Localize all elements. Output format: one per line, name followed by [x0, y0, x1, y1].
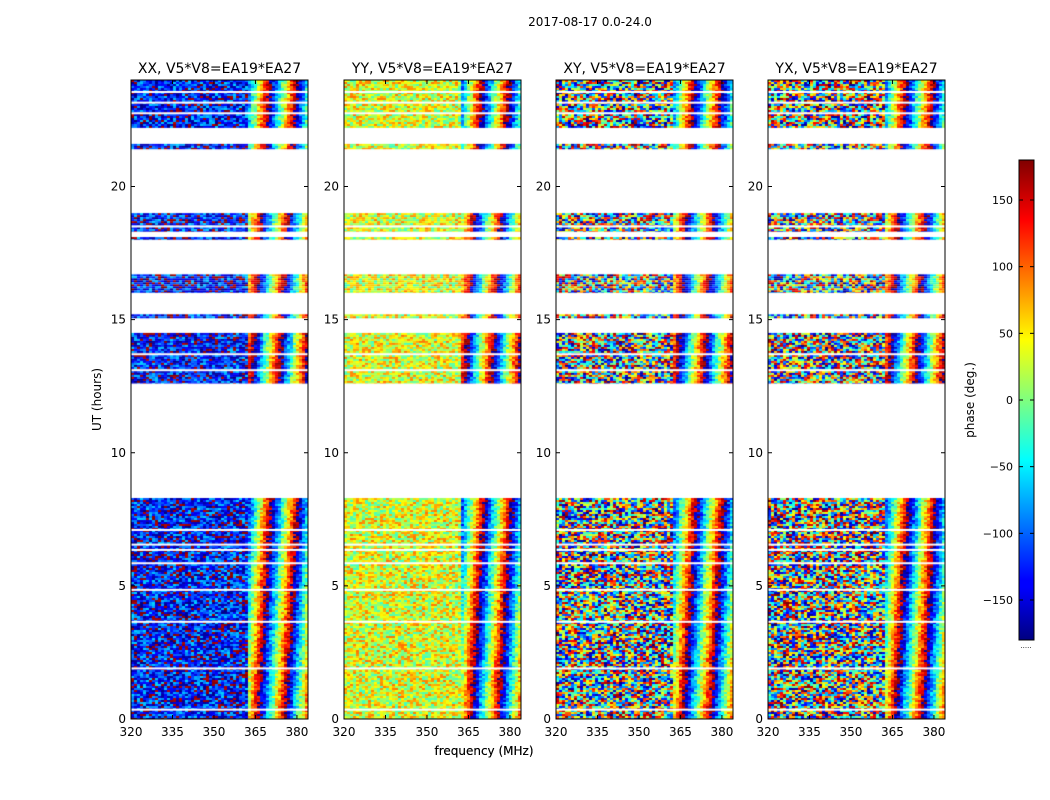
x-tick-label: 335	[161, 725, 184, 739]
y-tick-label: 15	[536, 313, 551, 327]
y-tick-label: 5	[755, 579, 763, 593]
plot-frame	[130, 79, 309, 720]
x-tick-label: 380	[710, 725, 733, 739]
x-tick-label: 365	[457, 725, 480, 739]
colorbar-ticks: 150 100 50 0 −50 −100 −150	[983, 194, 1034, 607]
colorbar-tick-label: 150	[992, 194, 1013, 207]
y-tick-label: 0	[755, 712, 763, 726]
plot-frame	[343, 79, 522, 720]
y-axis-label: UT (hours)	[90, 368, 104, 431]
x-tick-label: 320	[333, 725, 356, 739]
heatmap-cells	[131, 80, 308, 719]
x-axis-label: frequency (MHz)	[434, 744, 533, 758]
colorbar-tick-label: 50	[999, 327, 1013, 340]
x-tick-label: 335	[374, 725, 397, 739]
x-tick-label: 320	[120, 725, 143, 739]
x-tick-label: 380	[285, 725, 308, 739]
y-tick-label: 20	[748, 180, 763, 194]
colorbar-tick-label: 100	[992, 261, 1013, 274]
x-tick-label: 365	[881, 725, 904, 739]
y-tick-label: 15	[324, 313, 339, 327]
panel-title: XX, V5*V8=EA19*EA27	[138, 61, 301, 77]
x-tick-label: 320	[545, 725, 568, 739]
y-tick-label: 10	[748, 446, 763, 460]
y-tick-label: 5	[118, 579, 126, 593]
panel-title: XY, V5*V8=EA19*EA27	[563, 61, 725, 77]
x-tick-label: 350	[203, 725, 226, 739]
colorbar: 150 100 50 0 −50 −100 −150 phase (deg.) .....	[963, 159, 1035, 650]
figure-suptitle: 2017-08-17 0.0-24.0	[528, 15, 652, 29]
x-tick-label: 350	[840, 725, 863, 739]
x-tick-label: 380	[498, 725, 521, 739]
y-tick-label: 0	[331, 712, 339, 726]
panel-3: YX, V5*V8=EA19*EA27 320 335 350 365 380 0 5 10 15…	[748, 61, 946, 739]
panels: XX, V5*V8=EA19*EA27 320 335 350 365 380 0 5 10 15…	[90, 61, 946, 758]
colorbar-bottom-label: .....	[1020, 642, 1031, 650]
y-tick-label: 5	[543, 579, 551, 593]
x-tick-label: 365	[244, 725, 267, 739]
heatmap-cells	[556, 80, 733, 719]
x-tick-label: 350	[416, 725, 439, 739]
y-tick-label: 10	[324, 446, 339, 460]
x-tick-label: 350	[628, 725, 651, 739]
panel-2: XY, V5*V8=EA19*EA27 320 335 350 365 380 0 5 10 15…	[536, 61, 734, 739]
y-tick-label: 20	[111, 180, 126, 194]
colorbar-tick-label: −50	[990, 461, 1013, 474]
x-tick-label: 335	[586, 725, 609, 739]
x-tick-label: 380	[922, 725, 945, 739]
x-tick-label: 320	[757, 725, 780, 739]
y-tick-label: 10	[111, 446, 126, 460]
y-tick-label: 5	[331, 579, 339, 593]
plot-frame	[555, 79, 734, 720]
x-axis-label: frequency (MHz)	[434, 744, 533, 758]
heatmap-cells	[768, 80, 945, 719]
heatmap-cells	[344, 80, 521, 719]
x-tick-label: 365	[669, 725, 692, 739]
y-tick-label: 10	[536, 446, 551, 460]
panel-0: XX, V5*V8=EA19*EA27 320 335 350 365 380 0 5 10 15…	[90, 61, 534, 758]
y-tick-label: 15	[111, 313, 126, 327]
y-tick-label: 20	[324, 180, 339, 194]
y-tick-label: 0	[543, 712, 551, 726]
colorbar-tick-label: −100	[983, 527, 1013, 540]
panel-title: YX, V5*V8=EA19*EA27	[774, 61, 937, 77]
panel-title: YY, V5*V8=EA19*EA27	[351, 61, 513, 77]
y-tick-label: 15	[748, 313, 763, 327]
colorbar-label: phase (deg.)	[963, 362, 977, 438]
y-tick-label: 0	[118, 712, 126, 726]
y-tick-label: 20	[536, 180, 551, 194]
x-tick-label: 335	[798, 725, 821, 739]
colorbar-tick-label: −150	[983, 594, 1013, 607]
colorbar-tick-label: 0	[1006, 394, 1013, 407]
panel-1: YY, V5*V8=EA19*EA27 320 335 350 365 380 0 5 10 15…	[324, 61, 534, 758]
plot-frame	[767, 79, 946, 720]
